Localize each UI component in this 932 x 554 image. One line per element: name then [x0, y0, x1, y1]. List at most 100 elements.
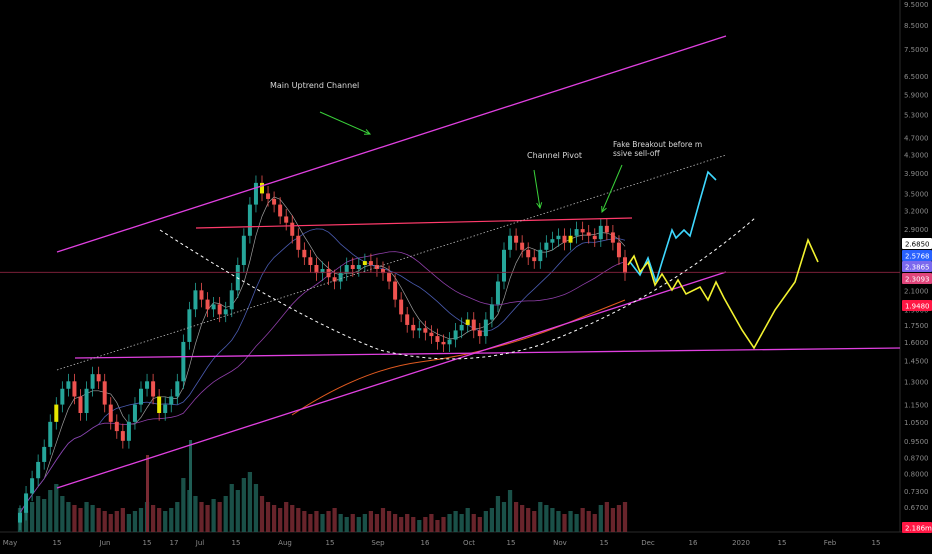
candle-body	[332, 277, 337, 282]
x-tick-label: Jul	[195, 539, 205, 547]
candle-body	[405, 314, 410, 325]
price-label-text: 2.186m	[905, 525, 932, 533]
volume-bar	[568, 511, 573, 532]
volume-bar	[417, 520, 422, 532]
y-tick-label: 4.3000	[904, 151, 929, 159]
y-tick-label: 3.5000	[904, 190, 929, 198]
volume-bar	[538, 502, 543, 532]
candle-body	[562, 235, 567, 243]
x-tick-label: 15	[326, 539, 335, 547]
candle-body	[36, 461, 41, 479]
annotation-arrow	[601, 164, 623, 213]
volume-bar	[429, 514, 434, 532]
volume-bar	[169, 508, 174, 532]
candle-body	[623, 257, 627, 274]
x-tick-label: 15	[507, 539, 516, 547]
volume-bar	[574, 514, 579, 532]
y-tick-label: 1.3000	[904, 378, 929, 386]
volume-bar	[146, 455, 149, 532]
volume-bar	[550, 508, 555, 532]
volume-bar	[320, 514, 325, 532]
candle-body	[96, 374, 101, 382]
volume-bar	[598, 505, 603, 532]
candle-body	[42, 446, 47, 462]
y-tick-label: 2.9000	[904, 226, 929, 234]
volume-bar	[441, 517, 446, 532]
y-tick-label: 1.0500	[904, 419, 929, 427]
candle-body	[381, 269, 385, 274]
candle-body	[459, 324, 464, 331]
candle-body	[393, 281, 398, 300]
volume-bar	[562, 514, 567, 532]
volume-bar	[66, 502, 71, 532]
annotation-text: Channel Pivot	[527, 151, 582, 160]
candle-body	[574, 229, 579, 236]
candle-body	[247, 204, 252, 236]
volume-bar	[495, 496, 501, 532]
candle-body	[54, 404, 59, 422]
candle-body	[60, 388, 65, 405]
y-tick-label: 1.6000	[904, 339, 929, 347]
volume-bar	[332, 508, 337, 532]
x-tick-label: 15	[232, 539, 241, 547]
candle-body	[483, 319, 488, 337]
x-tick-label: 16	[421, 539, 430, 547]
price-label-text: 2.3865	[905, 264, 930, 272]
y-tick-label: 1.4500	[904, 358, 929, 366]
candle-body	[163, 404, 168, 414]
candle-body	[90, 374, 95, 389]
volume-bar	[36, 496, 41, 532]
y-tick-label: 0.9500	[904, 438, 929, 446]
price-label-badge	[902, 261, 932, 272]
volume-bar	[108, 514, 113, 532]
volume-bar	[189, 440, 192, 532]
y-tick-label: 8.5000	[904, 22, 929, 30]
volume-bar	[513, 502, 519, 532]
candle-body	[435, 336, 440, 342]
annotation-arrow-head	[363, 129, 372, 135]
volume-bar	[423, 517, 428, 532]
candle-body	[368, 261, 373, 266]
ma-line-long	[291, 299, 626, 416]
candle-body	[586, 232, 591, 236]
volume-bar	[120, 508, 125, 532]
volume-bar	[411, 517, 416, 532]
candle-body	[429, 332, 434, 337]
x-tick-label: 15	[872, 539, 881, 547]
volume-bar	[259, 496, 265, 532]
candle-body	[302, 249, 307, 258]
y-tick-label: 1.7500	[904, 322, 929, 330]
candle-body	[356, 265, 361, 270]
volume-bar	[175, 502, 180, 532]
candle-body	[139, 388, 143, 405]
x-tick-label: Jun	[99, 539, 111, 547]
candle-body	[18, 512, 22, 523]
candle-body	[362, 261, 367, 266]
lower-channel-line	[56, 271, 727, 489]
volume-bar	[520, 505, 525, 532]
candle-body	[495, 281, 500, 305]
volume-bar	[150, 505, 156, 532]
candle-body	[598, 225, 603, 240]
candle-body	[411, 324, 416, 331]
candle-body	[157, 396, 162, 414]
candle-body	[441, 341, 446, 345]
candle-body	[538, 249, 543, 262]
volume-bar	[392, 514, 398, 532]
candle-body	[308, 257, 313, 266]
candle-body	[616, 242, 621, 258]
annotation-arrow	[319, 111, 371, 135]
volume-bar	[604, 502, 609, 532]
y-tick-label: 3.2000	[904, 207, 929, 215]
annotation-arrow-head	[601, 205, 607, 214]
volume-bar	[489, 508, 495, 532]
candle-body	[48, 421, 53, 447]
candle-body	[266, 193, 271, 199]
candle-body	[114, 421, 119, 432]
candle-body	[580, 229, 585, 233]
y-tick-label: 0.7300	[904, 488, 929, 496]
candle-body	[84, 388, 89, 414]
annotation-text: Fake Breakout before m	[613, 140, 702, 149]
